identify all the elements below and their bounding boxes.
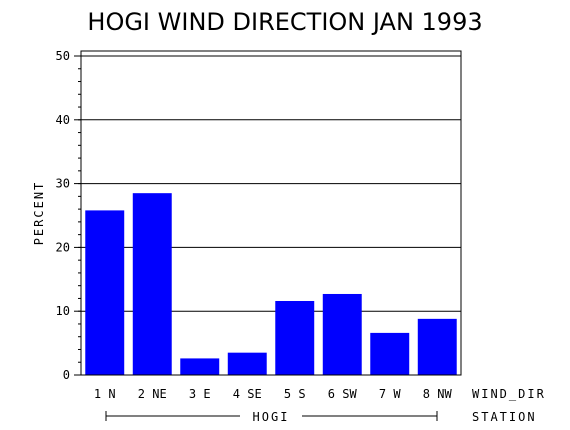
group-label: HOGI (253, 410, 290, 424)
x-tick-label: 8 NW (423, 387, 453, 401)
group-axis-label: STATION (472, 410, 537, 424)
x-axis-label: WIND_DIR (472, 387, 546, 401)
y-tick-label: 10 (56, 304, 70, 318)
y-tick-label: 0 (63, 368, 70, 382)
bar (322, 293, 362, 375)
bars (85, 193, 457, 375)
y-tick-label: 30 (56, 177, 70, 191)
bar (180, 358, 220, 375)
x-tick-label: 7 W (379, 387, 401, 401)
x-tick-label: 2 NE (138, 387, 167, 401)
x-tick-label: 3 E (189, 387, 211, 401)
y-tick-label: 40 (56, 113, 70, 127)
chart-title: HOGI WIND DIRECTION JAN 1993 (87, 8, 482, 36)
bar (85, 210, 125, 375)
bar (132, 193, 172, 375)
x-tick-label: 1 N (94, 387, 116, 401)
bar (370, 332, 410, 375)
bar (227, 352, 267, 375)
bar (275, 300, 315, 375)
y-tick-label: 50 (56, 49, 70, 63)
plot-frame (80, 50, 462, 376)
x-axis: 1 N 2 NE 3 E 4 SE 5 S 6 SW 7 W 8 NW (94, 387, 453, 401)
y-tick-label: 20 (56, 240, 70, 254)
bar (417, 318, 457, 375)
x-tick-label: 6 SW (328, 387, 358, 401)
x-tick-label: 5 S (284, 387, 306, 401)
y-axis-label: PERCENT (32, 181, 46, 246)
y-axis: 0 10 20 30 40 50 (56, 49, 81, 382)
x-tick-label: 4 SE (233, 387, 262, 401)
